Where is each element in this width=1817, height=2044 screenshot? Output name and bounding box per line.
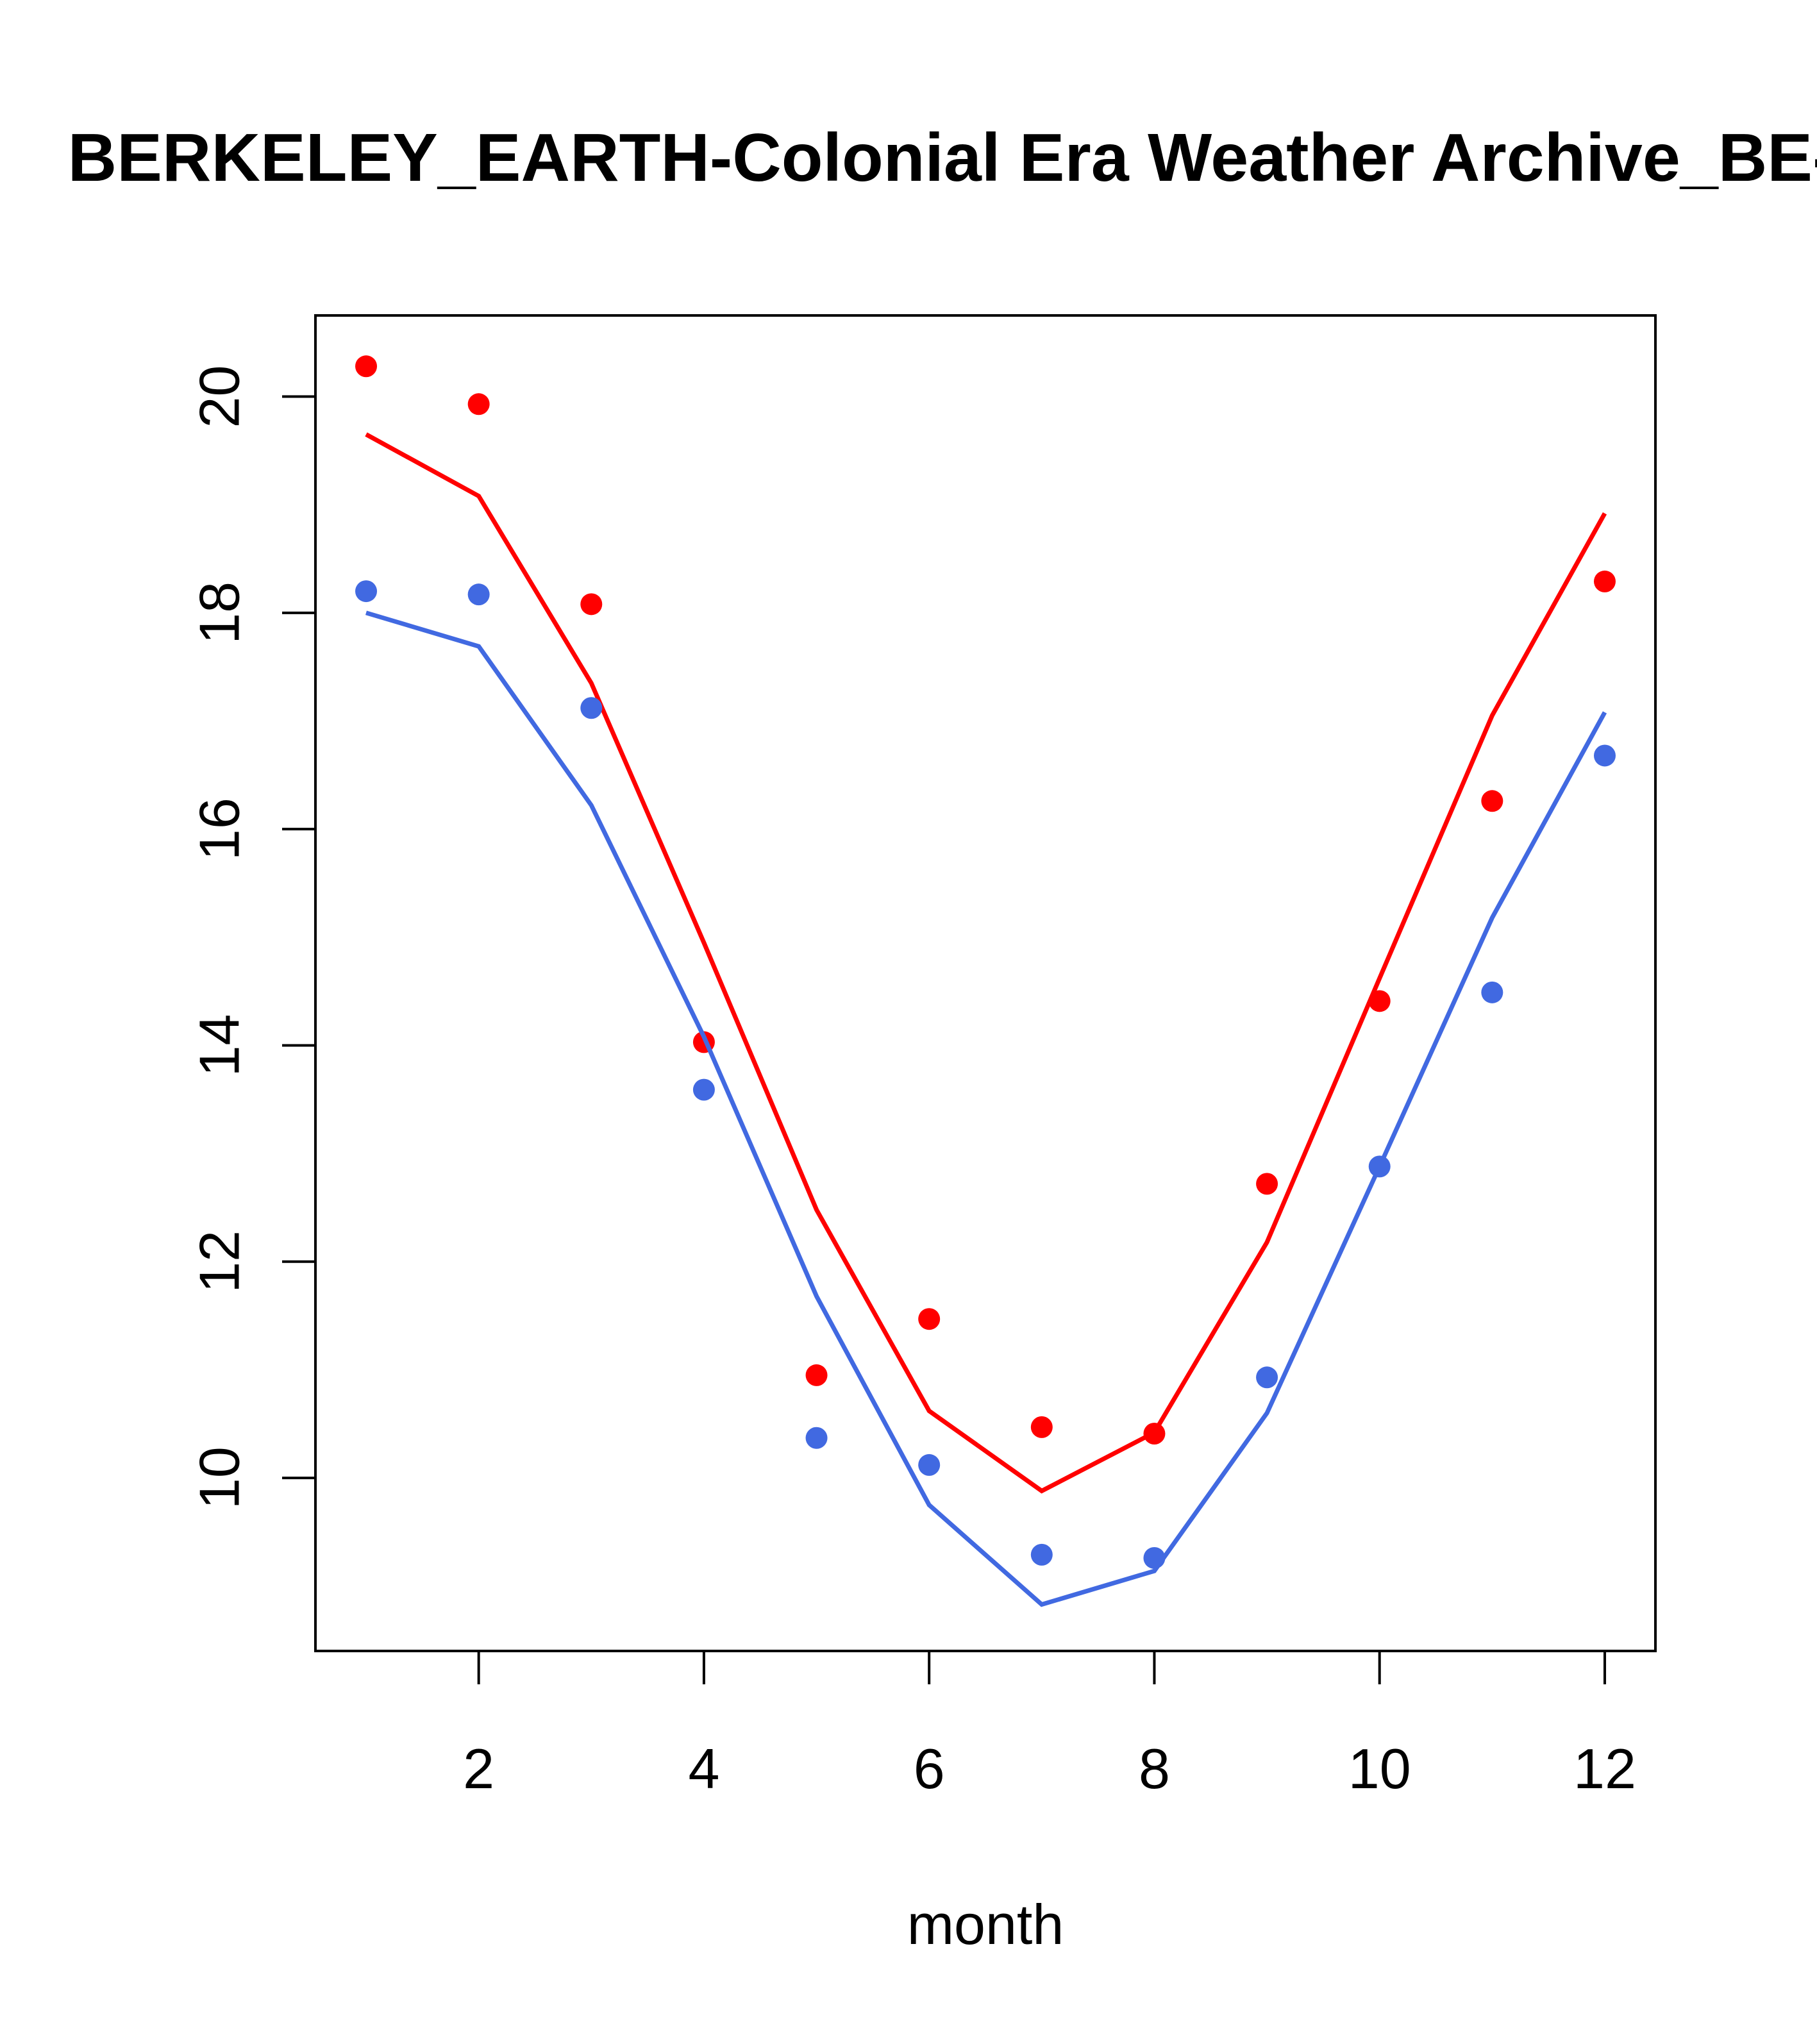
series-0-point-11 xyxy=(1481,790,1503,812)
series-layer xyxy=(355,355,1616,1607)
x-axis-label: month xyxy=(907,1893,1064,1956)
series-1-point-12 xyxy=(1593,744,1616,767)
x-tick-label-6: 6 xyxy=(914,1737,945,1800)
y-tick-label-20: 20 xyxy=(188,365,251,428)
x-axis: 2 4 6 8 10 12 xyxy=(463,1651,1636,1800)
x-tick-label-12: 12 xyxy=(1573,1737,1636,1800)
series-0-point-12 xyxy=(1593,570,1616,592)
y-tick-label-14: 14 xyxy=(188,1014,251,1077)
y-tick-label-16: 16 xyxy=(188,798,251,860)
series-0-point-10 xyxy=(1368,990,1391,1012)
series-1-point-6 xyxy=(918,1453,941,1476)
series-0 xyxy=(355,355,1616,1494)
y-axis: 10 12 14 16 18 20 xyxy=(188,365,315,1509)
series-0-point-8 xyxy=(1143,1422,1166,1445)
x-tick-label-10: 10 xyxy=(1348,1737,1411,1800)
series-1 xyxy=(355,580,1616,1607)
series-1-point-3 xyxy=(580,697,603,719)
x-tick-label-4: 4 xyxy=(688,1737,719,1800)
series-0-point-2 xyxy=(467,393,490,415)
y-tick-label-18: 18 xyxy=(188,582,251,644)
series-1-point-10 xyxy=(1368,1155,1391,1178)
series-1-point-11 xyxy=(1481,981,1503,1003)
series-0-point-5 xyxy=(805,1364,828,1386)
chart-title: BERKELEY_EARTH-Colonial Era Weather Arch… xyxy=(68,120,1817,196)
series-0-point-1 xyxy=(355,355,378,378)
series-1-point-4 xyxy=(692,1078,715,1101)
y-tick-label-12: 12 xyxy=(188,1230,251,1293)
series-1-point-5 xyxy=(805,1427,828,1449)
series-1-point-7 xyxy=(1030,1543,1053,1566)
series-1-point-2 xyxy=(467,583,490,606)
series-0-point-9 xyxy=(1256,1173,1278,1195)
series-1-point-8 xyxy=(1143,1546,1166,1569)
series-1-point-1 xyxy=(355,580,378,603)
y-tick-label-10: 10 xyxy=(188,1446,251,1509)
series-1-line xyxy=(365,610,1607,1607)
plot-frame xyxy=(314,314,1657,1652)
series-0-point-3 xyxy=(580,593,603,616)
x-tick-label-2: 2 xyxy=(463,1737,494,1800)
series-0-point-6 xyxy=(918,1308,941,1330)
series-0-line xyxy=(365,432,1607,1494)
series-1-point-9 xyxy=(1256,1366,1278,1389)
series-0-point-7 xyxy=(1030,1416,1053,1438)
x-tick-label-8: 8 xyxy=(1139,1737,1170,1800)
